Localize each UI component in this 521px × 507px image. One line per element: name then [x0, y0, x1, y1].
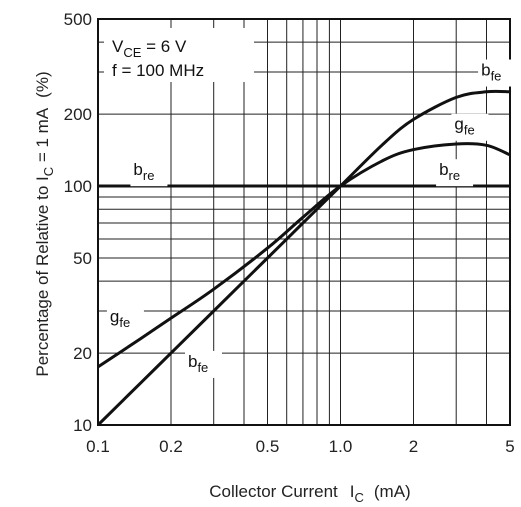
condition-vce-main: V: [112, 37, 124, 56]
condition-frequency: f = 100 MHz: [112, 61, 204, 80]
x-tick-label: 1.0: [329, 437, 353, 456]
x-tick-label: 5: [505, 437, 514, 456]
curve-label-background: [130, 159, 168, 187]
curve-label: bre: [439, 160, 460, 183]
curve-label: bfe: [188, 352, 208, 375]
curve-label: bfe: [481, 61, 501, 84]
series-line-gfe: [97, 142, 511, 369]
condition-vce: VCE = 6 V: [112, 37, 187, 60]
x-tick-label: 0.5: [256, 437, 280, 456]
conditions-box: VCE = 6 V f = 100 MHz: [104, 28, 254, 82]
curve-label-sub: fe: [491, 69, 502, 84]
x-tick-label: 2: [409, 437, 418, 456]
y-tick-label: 200: [64, 105, 92, 124]
curve-label: bre: [133, 160, 154, 183]
curve-label-background: [478, 59, 516, 87]
x-axis-title: Collector Current IC (mA): [209, 482, 410, 505]
curve-label: gfe: [454, 115, 474, 138]
y-tick-label: 10: [73, 416, 92, 435]
curve-label-background: [106, 305, 144, 333]
curve-label-main: b: [188, 352, 197, 371]
y-axis-title-sub: C: [41, 167, 56, 176]
curve-label-main: b: [481, 61, 490, 80]
x-axis-title-unit: (mA): [374, 482, 411, 501]
curve-label-main: b: [439, 160, 448, 179]
curve-label-main: g: [110, 307, 119, 326]
tick-labels: 0.1 0.2 0.5 1.0 2 5 10 20 50 100 200 500: [64, 10, 515, 456]
x-tick-label: 0.1: [86, 437, 110, 456]
condition-vce-rest: = 6 V: [141, 37, 187, 56]
y-tick-label: 50: [73, 249, 92, 268]
condition-vce-sub: CE: [123, 45, 141, 60]
curve-label-sub: fe: [119, 315, 130, 330]
y-tick-label: 500: [64, 10, 92, 29]
y-tick-label: 20: [73, 344, 92, 363]
series-line-bfe: [96, 89, 511, 427]
curve-label: gfe: [110, 307, 130, 330]
curve-label-main: g: [454, 115, 463, 134]
curve-label-background: [436, 159, 474, 187]
curve-label-background: [184, 350, 222, 378]
curve-label-sub: re: [143, 168, 155, 183]
x-axis-title-symbol: I: [350, 482, 355, 501]
x-axis-title-main: Collector Current: [209, 482, 338, 501]
y-axis-title-unit: (%): [33, 71, 52, 97]
y-axis-title: Percentage of Relative to IC = 1 mA (%): [33, 71, 56, 376]
curve-label-sub: re: [449, 168, 461, 183]
conditions-background: [104, 28, 254, 82]
y-tick-label: 100: [64, 177, 92, 196]
curve-label-sub: fe: [197, 360, 208, 375]
curve-label-sub: fe: [464, 123, 475, 138]
y-axis-title-rest: = 1 mA: [33, 107, 52, 167]
condition-frequency-main: f = 100 MHz: [112, 61, 204, 80]
plot-frame: [97, 18, 511, 426]
x-tick-label: 0.2: [159, 437, 183, 456]
x-axis-title-sub: C: [355, 490, 364, 505]
y-axis-title-main: Percentage of Relative to I: [33, 176, 52, 376]
curve-label-main: b: [133, 160, 142, 179]
curve-label-background: [451, 113, 489, 141]
